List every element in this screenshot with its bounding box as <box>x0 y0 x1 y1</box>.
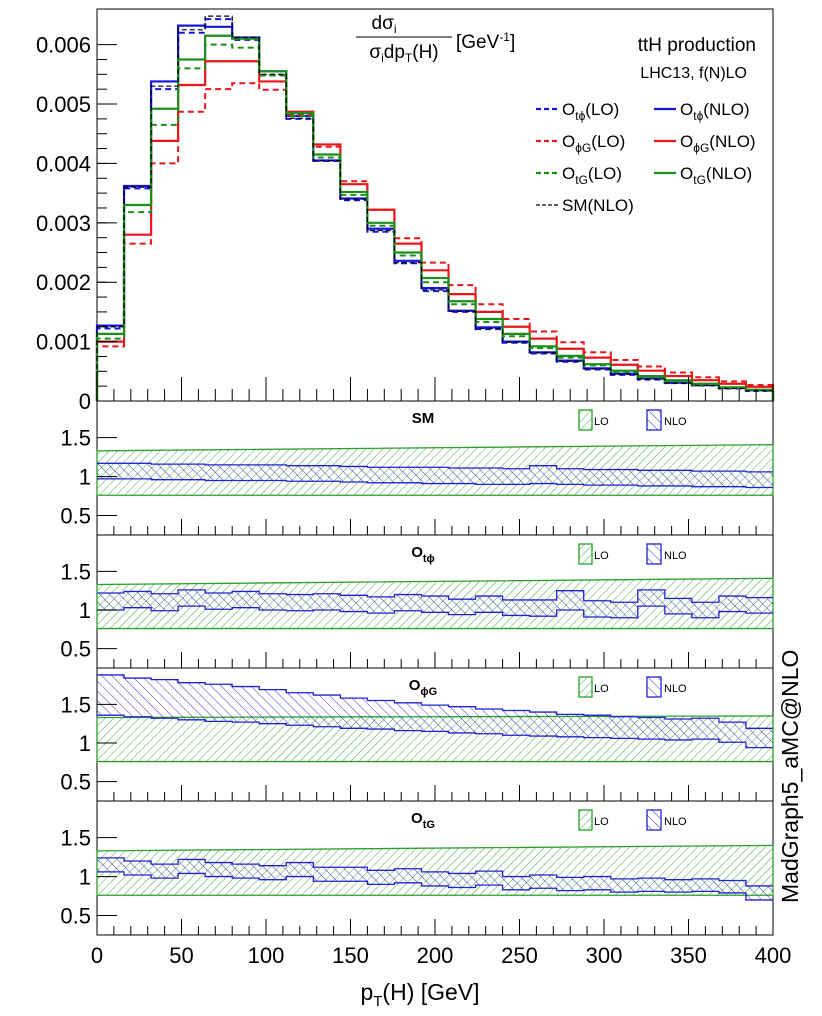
series-line <box>95 34 775 401</box>
legend-label: OϕG(LO) <box>562 132 625 155</box>
ratio-panel: 0.5 1 1.5 OϕG LO NLO <box>60 667 774 802</box>
nlo-legend-swatch <box>646 676 662 698</box>
collider-label: LHC13, f(N)LO <box>640 65 747 82</box>
ratio-y-tick-label: 1.5 <box>60 826 91 851</box>
x-tick-label: 200 <box>417 943 454 968</box>
legend: Otϕ(LO) Otϕ(NLO) OϕG(LO) OϕG(NLO) OtG(LO) OtG… <box>536 100 756 215</box>
y-tick-label: 0.001 <box>36 330 91 355</box>
ratio-y-tick-label: 1.5 <box>60 692 91 717</box>
x-tick-label: 400 <box>755 943 792 968</box>
ratio-panel: 0.5 1 1.5 SM LO NLO <box>60 400 774 536</box>
main-panel: 0 0.001 0.002 0.003 0.004 0.005 0.006 dσi σidp… <box>36 8 775 414</box>
nlo-band-fill <box>97 463 773 488</box>
lo-legend-label: LO <box>594 416 609 428</box>
x-tick-label: 150 <box>332 943 369 968</box>
lo-legend-label: LO <box>594 683 609 695</box>
legend-label: OtG(LO) <box>562 164 622 187</box>
nlo-band-lower <box>97 871 773 901</box>
series-line <box>96 82 774 401</box>
x-tick-label: 50 <box>169 943 193 968</box>
nlo-band-upper <box>97 674 773 729</box>
nlo-legend-label: NLO <box>664 683 687 695</box>
lo-legend-swatch <box>578 676 593 698</box>
ratio-panel-title: OtG <box>411 810 435 831</box>
svg-text:dσi: dσi <box>372 13 397 36</box>
legend-label: SM(NLO) <box>562 196 634 215</box>
ratio-y-tick-label: 0.5 <box>60 637 91 662</box>
ratio-panel: 0.5 1 1.5 OtG LO NLO <box>60 800 774 936</box>
x-tick-label: 0 <box>91 943 103 968</box>
main-series-group <box>95 15 775 401</box>
process-label: ttH production <box>638 35 756 56</box>
ratio-y-tick-label: 0.5 <box>60 504 91 529</box>
nlo-band-fill <box>97 674 773 748</box>
nlo-band-upper <box>97 589 773 603</box>
ratio-y-tick-label: 1 <box>79 865 91 890</box>
nlo-legend-swatch <box>646 409 662 431</box>
legend-label: OtG(NLO) <box>680 164 752 187</box>
svg-text:[GeV-1]: [GeV-1] <box>456 30 515 53</box>
legend-label: Otϕ(NLO) <box>680 100 750 123</box>
x-axis-title: pT(H) [GeV] <box>360 979 479 1010</box>
lo-legend-swatch <box>578 409 593 431</box>
y-tick-label: 0.004 <box>36 151 91 176</box>
lo-legend-swatch <box>578 543 593 565</box>
main-axes: 0 0.001 0.002 0.003 0.004 0.005 0.006 <box>36 33 774 414</box>
x-tick-label: 350 <box>670 943 707 968</box>
ratio-panels: 0.5 1 1.5 SM LO NLO 0.5 1 1.5 Otϕ LO NLO 0.5 1 1.5 OϕG L… <box>60 400 774 936</box>
lo-legend-label: LO <box>594 816 609 828</box>
svg-text:σidpT(H): σidpT(H) <box>369 42 438 65</box>
x-tick-label: 100 <box>248 943 285 968</box>
legend-label: Otϕ(LO) <box>562 100 619 123</box>
y-tick-label: 0.002 <box>36 270 91 295</box>
ratio-y-tick-label: 0.5 <box>60 770 91 795</box>
nlo-band-upper <box>97 462 773 473</box>
y-tick-label: 0 <box>79 389 91 414</box>
y-tick-label: 0.003 <box>36 211 91 236</box>
lo-legend-swatch <box>578 809 593 831</box>
y-tick-label: 0.005 <box>36 92 91 117</box>
ratio-y-tick-label: 1 <box>79 731 91 756</box>
nlo-band-lower <box>97 714 773 749</box>
ratio-y-tick-label: 1.5 <box>60 559 91 584</box>
x-tick-label: 300 <box>586 943 623 968</box>
ratio-panel-title: SM <box>412 410 435 427</box>
ratio-y-tick-label: 1.5 <box>60 426 91 451</box>
ratio-panel: 0.5 1 1.5 Otϕ LO NLO <box>60 534 774 669</box>
y-tick-label: 0.006 <box>36 33 91 58</box>
watermark: MadGraph5_aMC@NLO <box>777 650 803 903</box>
nlo-band-fill <box>97 589 773 618</box>
x-axis: 0 50 100 150 200 250 300 350 400 <box>91 943 791 968</box>
nlo-band-upper <box>97 857 773 887</box>
nlo-legend-swatch <box>646 809 662 831</box>
series-line <box>96 15 774 401</box>
ratio-panel-title: OϕG <box>409 677 437 698</box>
nlo-legend-label: NLO <box>664 416 687 428</box>
ratio-y-tick-label: 1 <box>79 598 91 623</box>
ratio-y-tick-label: 1 <box>79 465 91 490</box>
nlo-band-lower <box>97 478 773 489</box>
x-tick-label: 250 <box>501 943 538 968</box>
nlo-band-lower <box>97 605 773 619</box>
nlo-legend-swatch <box>646 543 662 565</box>
ratio-panel-title: Otϕ <box>411 544 435 565</box>
nlo-legend-label: NLO <box>664 550 687 562</box>
series-line <box>95 60 775 401</box>
lo-legend-label: LO <box>594 550 609 562</box>
nlo-legend-label: NLO <box>664 816 687 828</box>
main-ylabel: dσi σidpT(H) [GeV-1] <box>356 13 515 65</box>
ratio-y-tick-label: 0.5 <box>60 904 91 929</box>
legend-label: OϕG(NLO) <box>680 132 756 155</box>
series-line <box>96 43 774 401</box>
